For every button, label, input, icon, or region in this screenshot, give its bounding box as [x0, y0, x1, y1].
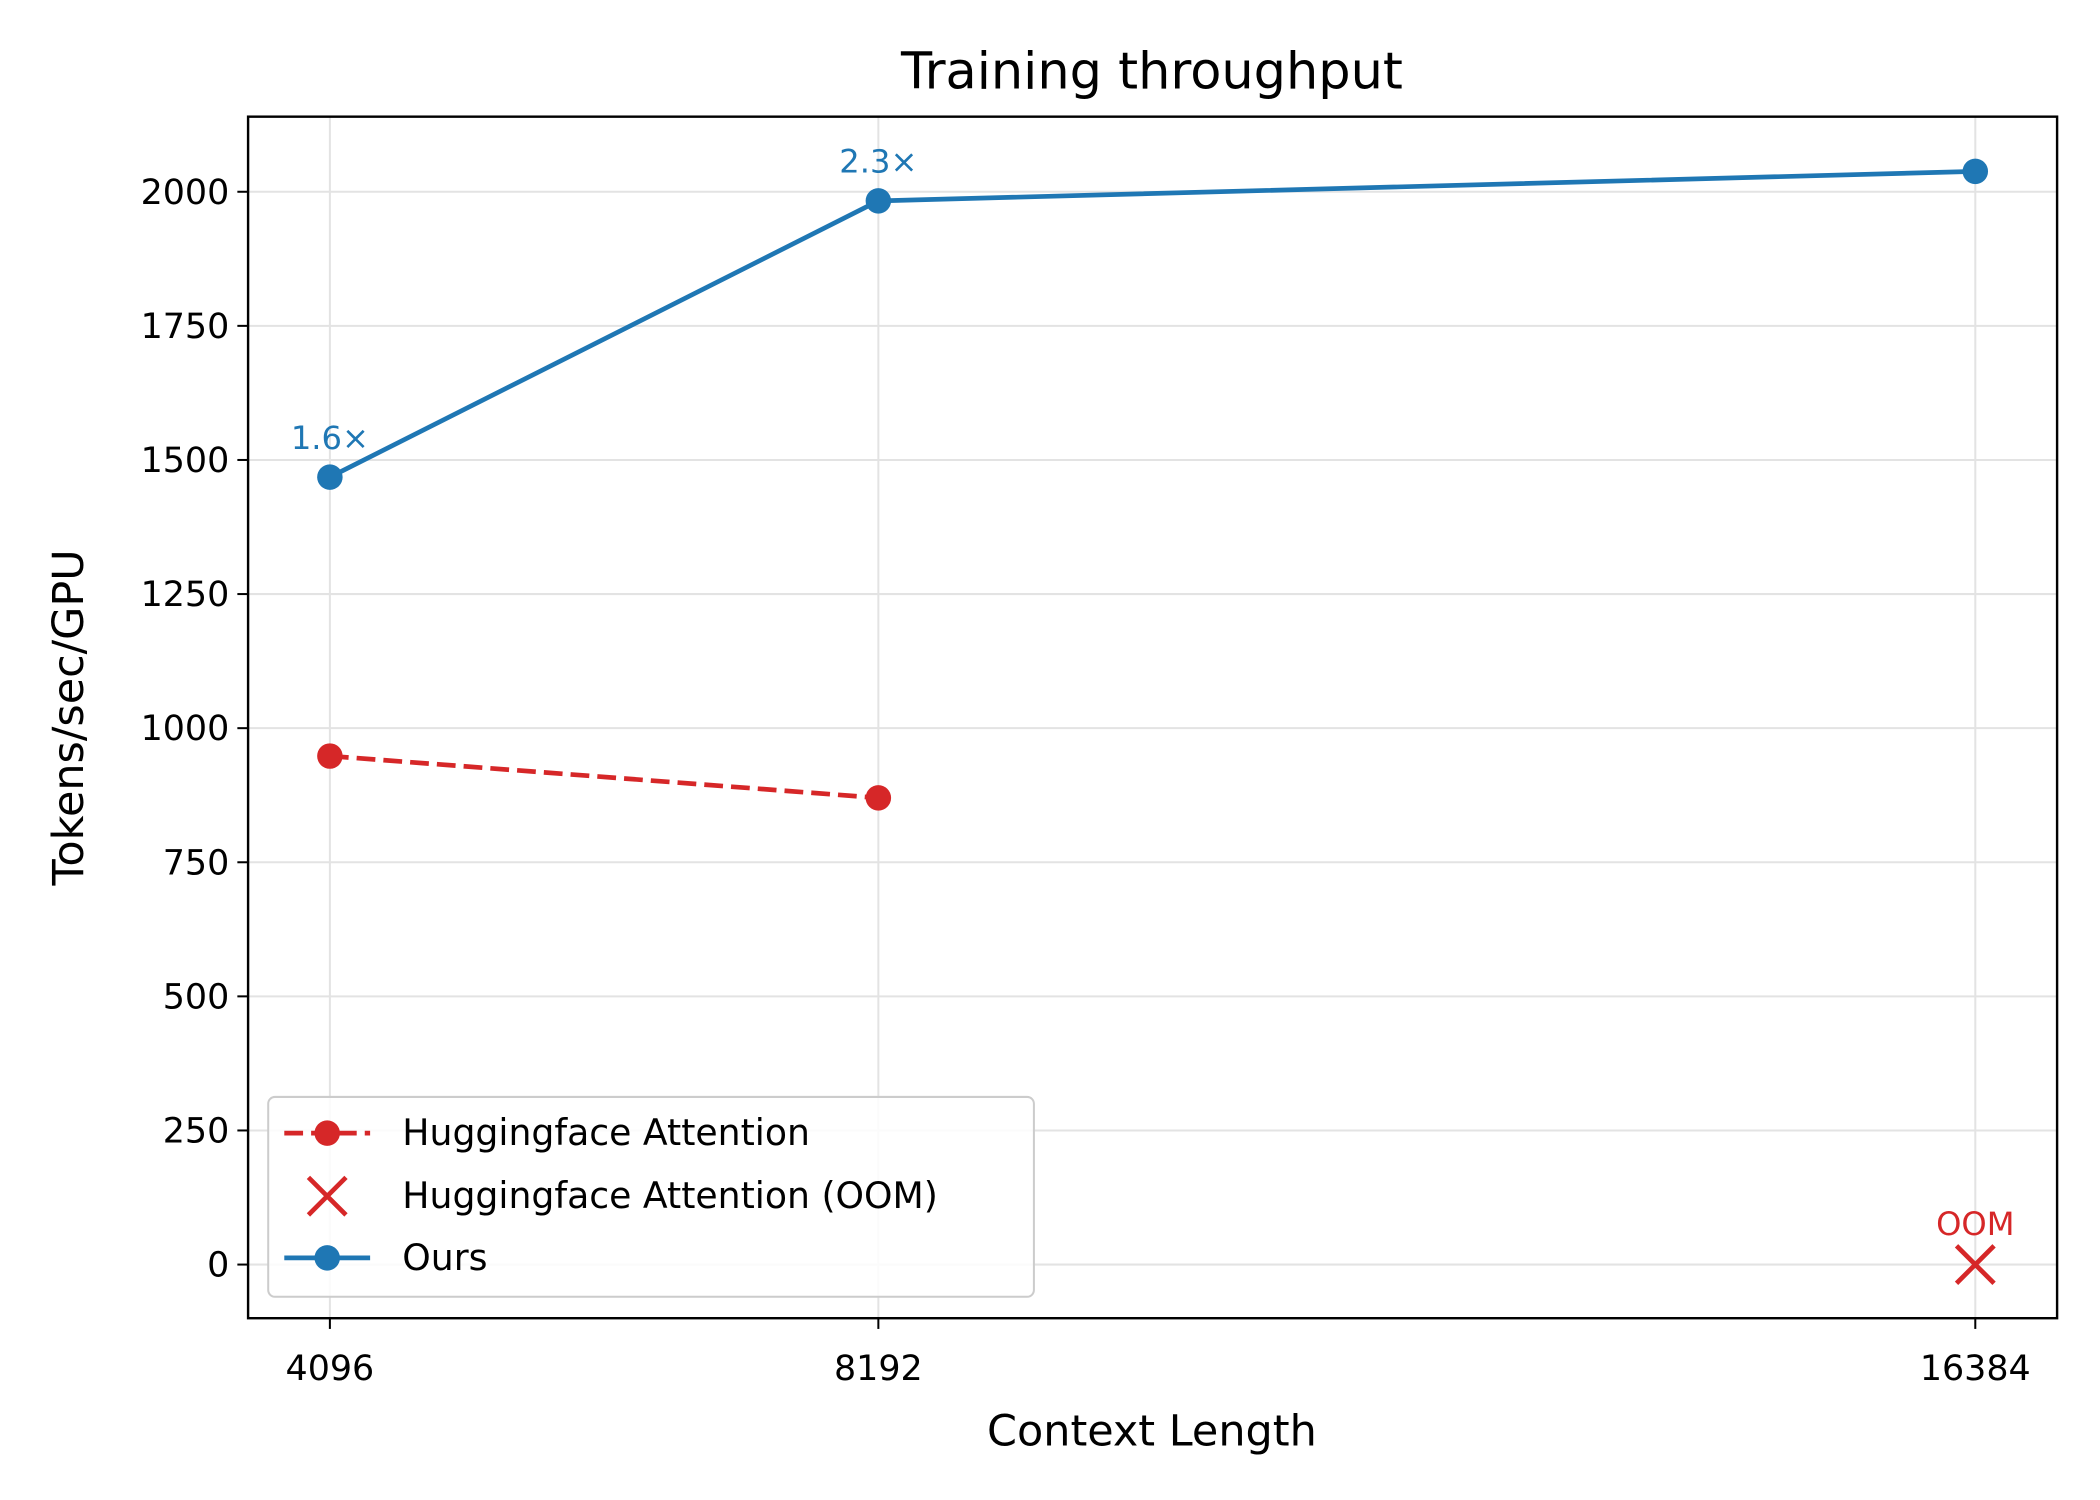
annotation-label: OOM	[1936, 1205, 2014, 1243]
legend-item: Huggingface Attention	[284, 1111, 810, 1154]
legend-x-marker	[306, 1175, 348, 1217]
x-axis: 4096 8192 16384	[286, 1318, 2031, 1389]
series-line	[328, 169, 1976, 480]
data-point	[865, 785, 892, 811]
series-ours	[317, 158, 1989, 490]
legend-label: Huggingface Attention (OOM)	[402, 1174, 938, 1217]
data-point	[865, 188, 892, 214]
y-tick-label: 500	[163, 977, 230, 1017]
plot-frame	[246, 115, 2059, 1320]
series-line	[329, 753, 879, 801]
y-axis-title: Tokens/sec/GPU	[44, 549, 94, 886]
x-tick-label: 16384	[1920, 1349, 2031, 1389]
legend-label: Huggingface Attention	[402, 1111, 810, 1154]
y-tick-label: 0	[207, 1246, 229, 1286]
data-point	[317, 743, 343, 769]
data-point	[317, 464, 343, 490]
annotation-label: 1.6×	[291, 419, 369, 457]
y-tick-label: 1750	[141, 307, 230, 347]
legend-item: Huggingface Attention (OOM)	[306, 1174, 938, 1217]
y-tick-label: 750	[163, 843, 230, 883]
legend: Huggingface Attention Huggingface Attenti…	[267, 1095, 1035, 1298]
y-tick-label: 1250	[141, 575, 230, 615]
legend-label: Ours	[402, 1236, 487, 1279]
y-tick-label: 1500	[141, 441, 230, 481]
y-tick-label: 2000	[141, 173, 230, 213]
legend-marker	[314, 1245, 340, 1271]
series-huggingface-attention-oom	[1954, 1244, 1996, 1285]
legend-marker	[314, 1120, 340, 1146]
annotation-label: 2.3×	[839, 143, 917, 181]
chart-title: Training throughput	[900, 43, 1403, 102]
oom-x-marker	[1954, 1244, 1996, 1285]
series-layer: 1.6× 2.3× OOM	[291, 143, 2014, 1285]
y-tick-label: 250	[163, 1112, 230, 1152]
x-tick-label: 4096	[286, 1349, 375, 1389]
x-axis-title: Context Length	[987, 1407, 1317, 1457]
y-axis: 0 250 500 750 1000 1250 1500 1750 2000	[141, 173, 249, 1286]
y-tick-label: 1000	[141, 709, 230, 749]
x-tick-label: 8192	[834, 1349, 923, 1389]
data-point	[1962, 158, 1989, 185]
legend-item: Ours	[284, 1236, 487, 1279]
series-huggingface-attention	[317, 743, 892, 811]
legend-box	[267, 1095, 1035, 1298]
